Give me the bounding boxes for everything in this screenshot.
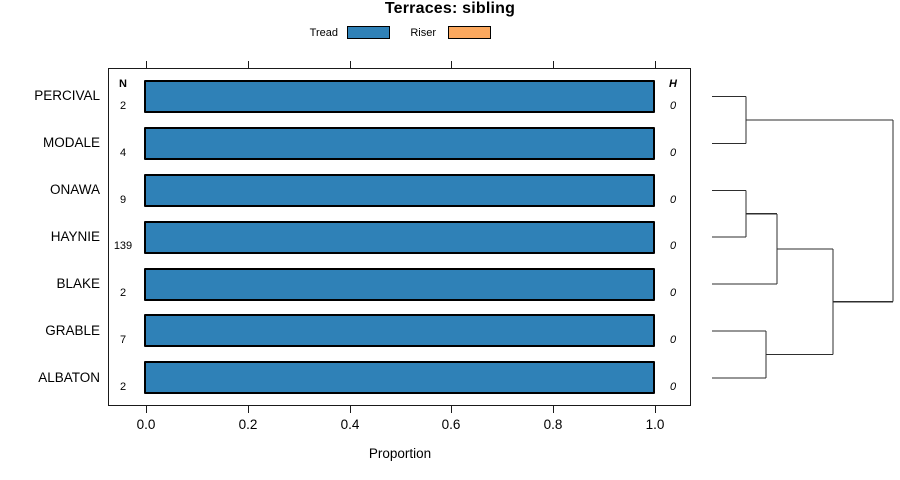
category-label: ONAWA (50, 182, 100, 197)
n-column-header: N (119, 78, 127, 90)
n-value: 139 (113, 240, 133, 252)
category-label: PERCIVAL (34, 88, 100, 103)
n-value: 9 (119, 194, 127, 206)
category-label: GRABLE (45, 323, 100, 338)
n-value: 2 (119, 287, 127, 299)
bar-tread (144, 268, 655, 301)
bottom-tick (146, 406, 147, 413)
top-tick (553, 61, 554, 68)
top-tick (248, 61, 249, 68)
bar-tread (144, 80, 655, 113)
legend-swatch-riser (448, 26, 491, 39)
bar-tread (144, 174, 655, 207)
n-value: 2 (119, 381, 127, 393)
h-value: 0 (669, 100, 677, 112)
bar-tread (144, 127, 655, 160)
category-label: HAYNIE (50, 229, 100, 244)
top-tick (655, 61, 656, 68)
h-column-header: H (669, 78, 677, 90)
bar-tread (144, 221, 655, 254)
h-value: 0 (669, 334, 677, 346)
bottom-tick (350, 406, 351, 413)
bar-tread (144, 314, 655, 347)
n-value: 2 (119, 100, 127, 112)
bottom-tick (655, 406, 656, 413)
h-value: 0 (669, 381, 677, 393)
h-value: 0 (669, 287, 677, 299)
bottom-tick (451, 406, 452, 413)
x-tick-label: 0.6 (441, 417, 461, 432)
legend-swatch-tread (347, 26, 390, 39)
category-label: MODALE (42, 135, 100, 150)
h-value: 0 (669, 147, 677, 159)
category-label: BLAKE (56, 276, 100, 291)
bar-tread (144, 361, 655, 394)
legend-label-tread: Tread (309, 27, 338, 39)
chart-title: Terraces: sibling (384, 0, 516, 17)
h-value: 0 (669, 194, 677, 206)
x-tick-label: 0.4 (340, 417, 360, 432)
top-tick (350, 61, 351, 68)
legend-label-riser: Riser (410, 27, 436, 39)
top-tick (146, 61, 147, 68)
x-tick-label: 0.2 (238, 417, 258, 432)
x-tick-label: 0.0 (136, 417, 156, 432)
x-tick-label: 0.8 (543, 417, 563, 432)
category-label: ALBATON (38, 370, 100, 385)
n-value: 7 (119, 334, 127, 346)
bottom-tick (248, 406, 249, 413)
x-tick-label: 1.0 (645, 417, 665, 432)
top-tick (451, 61, 452, 68)
bottom-tick (553, 406, 554, 413)
x-axis-label: Proportion (368, 446, 432, 461)
n-value: 4 (119, 147, 127, 159)
h-value: 0 (669, 240, 677, 252)
